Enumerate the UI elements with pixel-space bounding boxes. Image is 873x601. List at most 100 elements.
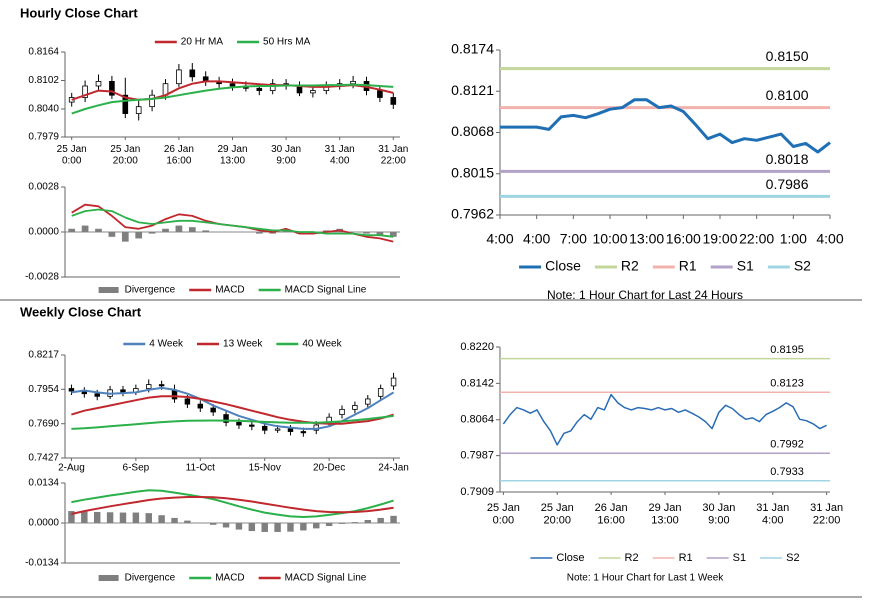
series-line bbox=[71, 414, 394, 430]
x-tick-label: 22:00 bbox=[739, 231, 774, 247]
divergence-bar bbox=[68, 228, 76, 232]
candle-body bbox=[350, 81, 356, 85]
candle-body bbox=[109, 81, 115, 96]
candle-body bbox=[122, 94, 129, 114]
candle-body bbox=[390, 377, 397, 387]
section-title: Weekly Close Chart bbox=[20, 304, 142, 319]
candle-body bbox=[82, 85, 88, 98]
x-tick-label: 29 Jan 13:00 bbox=[217, 144, 247, 167]
y-tick-label: 0.8220 bbox=[460, 341, 494, 353]
legend-label: MACD bbox=[215, 573, 244, 584]
legend-label: Close bbox=[545, 258, 581, 274]
candle-body bbox=[390, 97, 397, 105]
divergence-bar bbox=[158, 515, 165, 523]
series-line bbox=[71, 489, 394, 518]
candle-body bbox=[377, 388, 384, 397]
legend-label: R1 bbox=[679, 552, 693, 564]
candle-body bbox=[223, 414, 229, 423]
candle-body bbox=[189, 69, 196, 78]
pivot-label: 0.8018 bbox=[766, 151, 809, 167]
candle-body bbox=[184, 398, 191, 405]
legend-label: 4 Week bbox=[149, 339, 184, 350]
legend-swatch bbox=[98, 575, 119, 581]
candle-body bbox=[365, 398, 371, 405]
x-tick-label: 7:00 bbox=[560, 231, 587, 247]
legend-label: MACD Signal Line bbox=[285, 573, 367, 584]
legend-label: S1 bbox=[737, 258, 754, 274]
candle-body bbox=[269, 83, 276, 91]
y-tick-label: 0.7909 bbox=[460, 486, 494, 498]
y-tick-label: 0.8217 bbox=[28, 350, 59, 361]
y-tick-label: 0.0134 bbox=[28, 478, 59, 489]
y-tick-label: 0.8164 bbox=[28, 47, 59, 58]
y-tick-label: 0.7979 bbox=[28, 132, 59, 143]
candle-body bbox=[236, 422, 242, 426]
divergence-bar bbox=[313, 523, 320, 529]
x-tick-label: 2-Aug bbox=[58, 463, 85, 474]
x-tick-label: 29 Jan 13:00 bbox=[648, 502, 681, 527]
divergence-bar bbox=[145, 513, 152, 523]
divergence-bar bbox=[119, 512, 127, 523]
y-tick-label: 0.7427 bbox=[28, 453, 59, 464]
candle-body bbox=[274, 428, 281, 431]
candle-body bbox=[68, 388, 75, 392]
x-tick-label: 30 Jan 9:00 bbox=[271, 144, 301, 167]
pivot-label: 0.7986 bbox=[766, 176, 809, 192]
candle-body bbox=[95, 81, 102, 87]
x-tick-label: 26 Jan 16:00 bbox=[164, 144, 194, 167]
series-line bbox=[71, 203, 394, 243]
series-line bbox=[500, 98, 831, 154]
legend-label: S2 bbox=[786, 552, 799, 564]
y-tick-label: 0.7690 bbox=[28, 418, 59, 429]
x-tick-label: 31 Jan 4:00 bbox=[756, 502, 789, 527]
y-tick-label: 0.0000 bbox=[28, 518, 59, 529]
candle-body bbox=[197, 403, 204, 409]
x-tick-label: 1:00 bbox=[780, 231, 807, 247]
candle-body bbox=[249, 424, 255, 427]
divergence-bar bbox=[235, 523, 243, 530]
divergence-bar bbox=[121, 232, 129, 242]
y-tick-label: -0.0028 bbox=[25, 272, 59, 283]
pivot-label: 0.7992 bbox=[770, 438, 804, 450]
divergence-bar bbox=[81, 511, 88, 523]
x-tick-label: 19:00 bbox=[702, 231, 737, 247]
divergence-bar bbox=[248, 523, 256, 532]
x-tick-label: 4:00 bbox=[486, 231, 513, 247]
divergence-bar bbox=[108, 232, 116, 237]
x-tick-label: 10:00 bbox=[592, 231, 627, 247]
y-tick-label: 0.8102 bbox=[28, 75, 59, 86]
candle-body bbox=[261, 425, 268, 431]
divergence-bar bbox=[93, 511, 101, 523]
candle-body bbox=[377, 90, 383, 98]
x-tick-label: 20-Dec bbox=[313, 463, 345, 474]
y-tick-label: -0.0134 bbox=[25, 558, 59, 569]
divergence-bar bbox=[202, 230, 210, 232]
divergence-bar bbox=[261, 523, 268, 532]
candle-body bbox=[310, 90, 316, 94]
x-tick-label: 24-Jan bbox=[378, 463, 409, 474]
divergence-bar bbox=[171, 517, 178, 523]
series-line bbox=[71, 208, 394, 238]
candle-body bbox=[256, 87, 263, 91]
legend-label: R2 bbox=[625, 552, 639, 564]
candle-body bbox=[287, 428, 294, 432]
x-tick-label: 26 Jan 16:00 bbox=[595, 502, 628, 527]
candle-body bbox=[94, 393, 100, 397]
divergence-bar bbox=[390, 515, 397, 523]
candle-body bbox=[300, 431, 307, 434]
x-tick-label: 6-Sep bbox=[123, 463, 150, 474]
legend-swatch bbox=[98, 287, 119, 293]
legend-label: Divergence bbox=[125, 573, 176, 584]
legend-label: S2 bbox=[794, 258, 811, 274]
candle-body bbox=[176, 69, 182, 85]
divergence-bar bbox=[351, 522, 359, 523]
divergence-bar bbox=[363, 232, 370, 234]
legend-label: Divergence bbox=[125, 285, 176, 296]
divergence-bar bbox=[389, 232, 397, 237]
pivot-label: 0.7933 bbox=[770, 466, 804, 478]
candle-body bbox=[149, 94, 155, 108]
x-tick-label: 25 Jan 0:00 bbox=[57, 144, 87, 167]
candle-body bbox=[352, 405, 358, 410]
y-tick-label: 0.7962 bbox=[451, 206, 494, 222]
